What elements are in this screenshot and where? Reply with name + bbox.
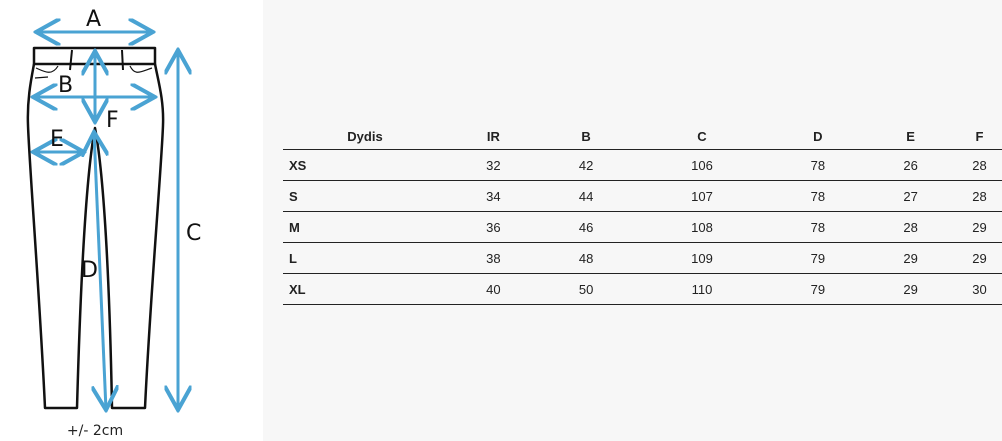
measurement-cell: 78 [771, 211, 865, 243]
measurement-cell: 107 [632, 180, 772, 212]
measurement-cell: 44 [539, 180, 633, 212]
label-c: C [186, 221, 201, 246]
measurement-cell: 46 [539, 211, 633, 243]
measurement-cell: 106 [632, 149, 772, 181]
size-label: M [283, 211, 447, 243]
pants-outline [26, 46, 165, 410]
measurement-cell: 28 [957, 149, 1002, 181]
label-e: E [50, 127, 64, 152]
measurement-cell: 26 [864, 149, 957, 181]
table-row: S 34 44 107 78 27 28 [283, 180, 1002, 212]
measurement-cell: 42 [539, 149, 633, 181]
measurement-cell: 28 [864, 211, 957, 243]
measurement-cell: 29 [864, 242, 957, 274]
measurement-cell: 29 [957, 242, 1002, 274]
label-d: D [81, 258, 98, 283]
measurement-cell: 78 [771, 180, 865, 212]
tolerance-note: +/- 2cm [66, 423, 124, 439]
pants-measurement-diagram: A B F E D C +/- 2cm [0, 0, 263, 441]
measurement-cell: 32 [447, 149, 540, 181]
label-b: B [58, 73, 73, 98]
header-f: F [957, 124, 1002, 150]
measurement-cell: 108 [632, 211, 772, 243]
measurement-cell: 28 [957, 180, 1002, 212]
table-row: L 38 48 109 79 29 29 [283, 242, 1002, 274]
table-row: M 36 46 108 78 28 29 [283, 211, 1002, 243]
measurement-cell: 34 [447, 180, 540, 212]
label-f: F [106, 108, 119, 133]
header-b: B [539, 124, 633, 150]
measurement-cell: 78 [771, 149, 865, 181]
table-row: XL 40 50 110 79 29 30 [283, 273, 1002, 305]
measurement-cell: 50 [539, 273, 633, 305]
size-label: S [283, 180, 447, 212]
size-label: XS [283, 149, 447, 181]
measurement-cell: 27 [864, 180, 957, 212]
measurement-cell: 30 [957, 273, 1002, 305]
header-size: Dydis [283, 124, 447, 150]
table-header-row: Dydis IR B C D E F [283, 124, 1002, 150]
size-table: Dydis IR B C D E F XS 32 42 106 78 26 28 S 34 44 1… [283, 124, 1002, 305]
measurement-cell: 38 [447, 242, 540, 274]
header-ir: IR [447, 124, 540, 150]
measurement-cell: 29 [864, 273, 957, 305]
measurement-cell: 79 [771, 273, 865, 305]
table-row: XS 32 42 106 78 26 28 [283, 149, 1002, 181]
header-e: E [864, 124, 957, 150]
measurement-cell: 79 [771, 242, 865, 274]
header-d: D [771, 124, 865, 150]
measurement-cell: 40 [447, 273, 540, 305]
measurement-cell: 110 [632, 273, 772, 305]
size-label: L [283, 242, 447, 274]
measurement-cell: 29 [957, 211, 1002, 243]
size-label: XL [283, 273, 447, 305]
header-c: C [632, 124, 772, 150]
measurement-cell: 109 [632, 242, 772, 274]
measurement-cell: 48 [539, 242, 633, 274]
measurement-cell: 36 [447, 211, 540, 243]
label-a: A [86, 7, 101, 32]
arrow-d [94, 132, 106, 410]
